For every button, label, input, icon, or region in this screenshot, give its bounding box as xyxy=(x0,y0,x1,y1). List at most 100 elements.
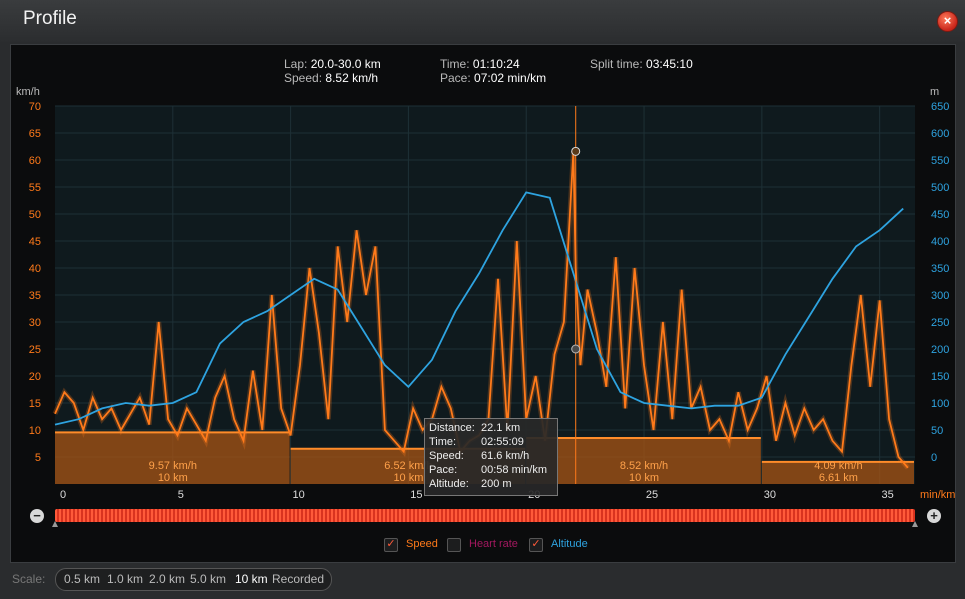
lap-speed-label: 8.52 km/h xyxy=(620,460,668,472)
x-axis-label: min/km xyxy=(920,489,955,501)
scale-option[interactable]: Recorded xyxy=(272,572,325,586)
y-tick-left: 30 xyxy=(29,317,41,329)
y-axis-label-right: m xyxy=(930,86,939,98)
y-tick-left: 55 xyxy=(29,182,41,194)
speed-checkbox[interactable]: ✓ xyxy=(384,538,398,552)
scale-label: Scale: xyxy=(12,572,46,586)
x-tick: 5 xyxy=(178,489,184,501)
close-icon[interactable]: × xyxy=(937,11,958,32)
y-tick-right: 500 xyxy=(931,182,949,194)
scale-option[interactable]: 0.5 km xyxy=(64,572,101,586)
heart-rate-checkbox[interactable] xyxy=(447,538,461,552)
scale-option[interactable]: 1.0 km xyxy=(107,572,144,586)
y-tick-left: 40 xyxy=(29,263,41,275)
tooltip-value: 02:55:09 xyxy=(481,436,524,448)
y-tick-right: 350 xyxy=(931,263,949,275)
zoom-in-button[interactable]: + xyxy=(927,509,941,523)
window-title: Profile xyxy=(23,8,77,29)
y-tick-left: 10 xyxy=(29,425,41,437)
split-label: Split time: xyxy=(590,57,643,71)
y-tick-right: 250 xyxy=(931,317,949,329)
heart-rate-legend-label: Heart rate xyxy=(469,538,518,550)
scale-option-selected[interactable]: 10 km xyxy=(235,572,268,586)
scale-option[interactable]: 2.0 km xyxy=(149,572,186,586)
y-tick-right: 450 xyxy=(931,209,949,221)
slider-left-handle xyxy=(52,521,58,527)
lap-label: Lap: xyxy=(284,57,308,71)
y-tick-left: 35 xyxy=(29,290,41,302)
x-tick: 0 xyxy=(60,489,66,501)
x-tick: 15 xyxy=(410,489,422,501)
y-tick-left: 65 xyxy=(29,128,41,140)
cursor-altitude-marker xyxy=(571,344,581,354)
range-slider[interactable] xyxy=(55,509,915,522)
y-tick-left: 20 xyxy=(29,371,41,383)
lap-speed-label: 9.57 km/h xyxy=(149,460,197,472)
lap-bar xyxy=(526,437,761,484)
speed-legend-label: Speed xyxy=(406,538,438,550)
speed-label: Speed: xyxy=(284,71,323,85)
split-value: 03:45:10 xyxy=(646,57,693,71)
y-tick-right: 150 xyxy=(931,371,949,383)
x-tick: 10 xyxy=(292,489,304,501)
y-axis-label-left: km/h xyxy=(16,86,40,98)
tooltip-label: Distance: xyxy=(429,422,475,434)
pace-info: Pace: 07:02 min/km xyxy=(440,71,546,85)
speed-info: Speed: 8.52 km/h xyxy=(284,71,378,85)
y-tick-right: 0 xyxy=(931,452,937,464)
y-tick-left: 5 xyxy=(35,452,41,464)
y-tick-right: 200 xyxy=(931,344,949,356)
lap-distance-label: 6.61 km xyxy=(819,472,858,484)
time-value: 01:10:24 xyxy=(472,57,520,71)
y-tick-right: 600 xyxy=(931,128,949,140)
scale-selector xyxy=(55,568,332,591)
altitude-series-line xyxy=(54,191,904,426)
y-tick-right: 50 xyxy=(931,425,943,437)
tooltip-label: Altitude: xyxy=(429,478,469,490)
title-bar: Profile × xyxy=(0,0,965,42)
lap-distance-label: 10 km xyxy=(629,472,659,484)
y-tick-right: 100 xyxy=(931,398,949,410)
lap-distance-label: 10 km xyxy=(393,472,423,484)
y-tick-right: 550 xyxy=(931,155,949,167)
lap-value: 20.0-30.0 km xyxy=(310,57,381,71)
y-tick-left: 45 xyxy=(29,236,41,248)
x-tick: 25 xyxy=(646,489,658,501)
scale-option[interactable]: 5.0 km xyxy=(190,572,227,586)
y-tick-right: 650 xyxy=(931,101,949,113)
x-tick: 30 xyxy=(764,489,776,501)
y-tick-left: 70 xyxy=(29,101,41,113)
split-info: Split time: 03:45:10 xyxy=(590,57,693,71)
y-tick-left: 60 xyxy=(29,155,41,167)
lap-distance-label: 10 km xyxy=(158,472,188,484)
tooltip-value: 00:58 min/km xyxy=(481,464,548,476)
speed-value: 8.52 km/h xyxy=(325,71,379,85)
lap-bar xyxy=(55,432,290,484)
pace-value: 07:02 min/km xyxy=(474,71,547,85)
y-tick-right: 300 xyxy=(931,290,949,302)
tooltip-label: Pace: xyxy=(429,464,458,476)
y-tick-left: 50 xyxy=(29,209,41,221)
altitude-checkbox[interactable]: ✓ xyxy=(529,538,543,552)
y-tick-left: 15 xyxy=(29,398,41,410)
slider-right-handle xyxy=(912,521,918,527)
altitude-legend-label: Altitude xyxy=(551,538,588,550)
zoom-out-button[interactable]: − xyxy=(30,509,44,523)
y-tick-left: 25 xyxy=(29,344,41,356)
hover-tooltip: Distance: 22.1 km Time: 02:55:09 Speed: 61.… xyxy=(424,418,558,496)
y-tick-right: 400 xyxy=(931,236,949,248)
tooltip-value: 200 m xyxy=(481,478,512,490)
x-tick: 35 xyxy=(882,489,894,501)
cursor-speed-marker xyxy=(571,146,581,156)
pace-label: Pace: xyxy=(440,71,471,85)
tooltip-value: 22.1 km xyxy=(481,422,521,434)
lap-bar xyxy=(761,461,914,484)
tooltip-label: Speed: xyxy=(429,450,464,462)
lap-info: Lap: 20.0-30.0 km xyxy=(284,57,381,71)
tooltip-value: 61.6 km/h xyxy=(481,450,530,462)
lap-speed-label: 6.52 km/h xyxy=(384,460,432,472)
time-label: Time: xyxy=(440,57,470,71)
tooltip-label: Time: xyxy=(429,436,457,448)
time-info: Time: 01:10:24 xyxy=(440,57,520,71)
lap-speed-label: 4.09 km/h xyxy=(814,460,862,472)
